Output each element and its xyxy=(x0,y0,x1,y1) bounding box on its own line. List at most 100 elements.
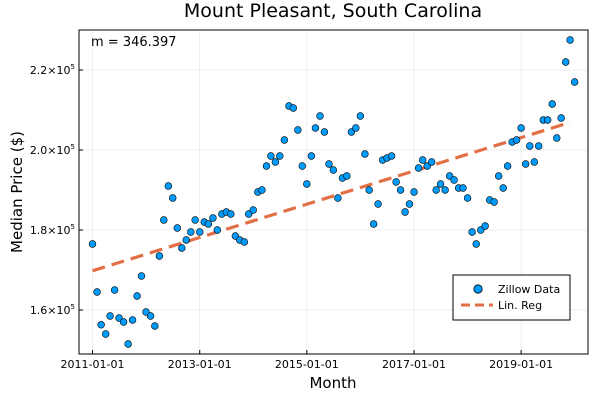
x-tick-label: 2013-01-01 xyxy=(168,358,232,371)
y-tick-label: 1.6×105 xyxy=(30,303,75,317)
data-point xyxy=(436,180,445,188)
legend: Zillow Data Lin. Reg xyxy=(452,274,571,321)
data-point xyxy=(316,112,324,120)
y-tick-label: 2.2×105 xyxy=(30,63,75,77)
data-point xyxy=(553,134,561,142)
data-point xyxy=(160,216,168,224)
data-point xyxy=(352,124,360,132)
data-point xyxy=(169,194,177,202)
data-point xyxy=(387,152,396,160)
data-point xyxy=(258,186,266,194)
data-point xyxy=(548,100,556,108)
legend-box xyxy=(452,274,571,321)
data-point xyxy=(204,220,213,228)
legend-label-zillow: Zillow Data xyxy=(498,283,560,296)
x-axis: 2011-01-01 2013-01-01 2015-01-01 2017-01-01… xyxy=(61,350,553,371)
data-point xyxy=(164,182,173,190)
y-axis-label: Median Price ($) xyxy=(8,131,26,253)
data-point xyxy=(369,220,378,228)
data-point xyxy=(405,200,414,208)
data-point xyxy=(570,78,579,86)
data-point xyxy=(311,124,320,132)
data-point xyxy=(557,114,565,122)
data-point xyxy=(432,186,440,194)
data-point xyxy=(178,244,186,252)
data-point xyxy=(356,112,365,120)
data-point xyxy=(213,226,222,234)
data-point xyxy=(289,104,298,112)
data-point xyxy=(481,222,489,230)
data-point xyxy=(562,58,570,66)
data-point xyxy=(151,322,159,330)
data-point xyxy=(133,292,141,300)
data-point xyxy=(365,186,373,194)
data-point xyxy=(267,152,275,160)
chart-title: Mount Pleasant, South Carolina xyxy=(184,0,482,22)
data-point xyxy=(240,238,249,246)
data-point xyxy=(146,312,155,320)
data-point xyxy=(472,240,480,248)
data-point xyxy=(512,136,521,144)
y-tick-label: 2.0×105 xyxy=(30,143,75,157)
regression-series xyxy=(92,120,571,273)
data-point xyxy=(490,198,498,206)
data-point xyxy=(128,316,137,324)
data-point xyxy=(459,184,467,192)
data-point xyxy=(499,184,507,192)
data-point xyxy=(320,128,329,136)
data-point xyxy=(106,312,114,320)
x-tick-label: 2015-01-01 xyxy=(275,358,339,371)
y-axis: 1.6×105 1.8×105 2.0×105 2.2×105 xyxy=(30,63,83,317)
data-point xyxy=(543,116,552,124)
data-point xyxy=(468,228,476,236)
data-point xyxy=(137,272,146,280)
data-point xyxy=(97,321,105,329)
data-point xyxy=(209,214,217,222)
data-point xyxy=(441,186,449,194)
data-point xyxy=(494,172,503,180)
regression-line xyxy=(92,120,571,273)
slope-annotation: m = 346.397 xyxy=(91,35,177,50)
grid xyxy=(79,30,588,354)
data-point xyxy=(334,194,342,202)
data-point xyxy=(521,160,530,168)
data-point xyxy=(427,158,436,166)
x-axis-label: Month xyxy=(309,374,356,392)
data-point xyxy=(392,178,400,186)
data-point xyxy=(101,330,110,338)
x-tick-label: 2019-01-01 xyxy=(489,358,553,371)
y-tick-label: 1.8×105 xyxy=(30,223,75,237)
data-point xyxy=(374,200,382,208)
data-point xyxy=(227,210,235,218)
data-point xyxy=(401,208,409,216)
data-point xyxy=(303,180,311,188)
data-point xyxy=(450,176,458,184)
data-point xyxy=(526,142,534,150)
data-point xyxy=(343,172,351,180)
scatter-series xyxy=(88,36,579,348)
data-point xyxy=(262,162,271,170)
data-point xyxy=(517,124,525,132)
data-point xyxy=(294,126,302,134)
x-tick-label: 2017-01-01 xyxy=(382,358,446,371)
data-point xyxy=(124,340,132,348)
data-point xyxy=(88,240,97,248)
data-point xyxy=(418,156,427,164)
data-point xyxy=(566,36,574,44)
data-point xyxy=(325,160,333,168)
data-point xyxy=(93,288,101,296)
data-point xyxy=(110,286,119,294)
data-point xyxy=(463,194,472,202)
data-point xyxy=(182,236,190,244)
data-point xyxy=(249,206,257,214)
data-point xyxy=(361,150,369,158)
data-point xyxy=(503,162,512,170)
legend-marker-zillow xyxy=(473,284,483,294)
data-point xyxy=(280,136,289,144)
data-point xyxy=(410,188,418,196)
data-point xyxy=(307,152,316,160)
data-point xyxy=(271,158,280,166)
x-tick-label: 2011-01-01 xyxy=(61,358,125,371)
data-point xyxy=(276,152,284,160)
